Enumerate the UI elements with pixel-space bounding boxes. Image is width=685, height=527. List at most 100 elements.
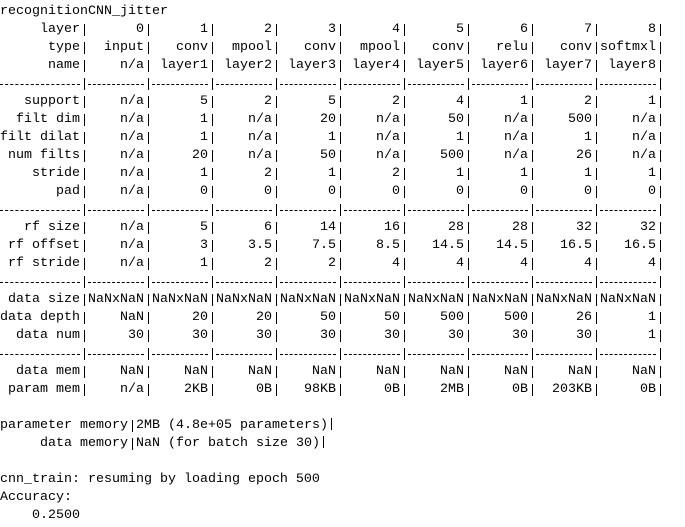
cell: 1 (280, 165, 344, 183)
cell: 4 (344, 21, 408, 39)
cell: 7 (536, 21, 600, 39)
cell: 0 (216, 183, 280, 201)
separator (536, 273, 600, 291)
cell: n/a (88, 129, 152, 147)
table-row: param mem n/a 2KB 0B 98KB 0B 2MB 0B 203KB 0B (0, 381, 664, 399)
separator (344, 273, 408, 291)
cell: 1 (408, 129, 472, 147)
separator (280, 273, 344, 291)
table-row: rf stride n/a 1 2 2 4 4 4 4 4 (0, 255, 664, 273)
table-row: data num 30 30 30 30 30 30 30 30 1 (0, 327, 664, 345)
cell: conv (280, 39, 344, 57)
separator (344, 75, 408, 93)
cell: 4 (536, 255, 600, 273)
cell: 2 (216, 21, 280, 39)
cell: 16 (344, 219, 408, 237)
cell: 1 (152, 111, 216, 129)
cell: 1 (408, 165, 472, 183)
separator (536, 345, 600, 363)
separator (88, 345, 152, 363)
cell: NaNxNaN (472, 291, 536, 309)
cell: 32 (600, 219, 664, 237)
cell: 2 (216, 255, 280, 273)
log-line: cnn_train: resuming by loading epoch 500 (0, 472, 320, 487)
cell: NaNxNaN (408, 291, 472, 309)
cell: mpool (344, 39, 408, 57)
cell: 1 (600, 165, 664, 183)
summary-label: data memory (0, 435, 136, 453)
separator-row (0, 75, 664, 93)
cell: 500 (536, 111, 600, 129)
cell: 0 (280, 183, 344, 201)
table-row: filt dim n/a 1 n/a 20 n/a 50 n/a 500 n/a (0, 111, 664, 129)
cell: 4 (344, 255, 408, 273)
cell: 30 (88, 327, 152, 345)
summary-value: 2MB (4.8e+05 parameters) (136, 417, 332, 435)
cell: n/a (472, 111, 536, 129)
separator (216, 273, 280, 291)
row-label: num filts (0, 147, 88, 165)
cell: n/a (600, 129, 664, 147)
cell: 50 (408, 111, 472, 129)
cell: 1 (152, 255, 216, 273)
separator (152, 201, 216, 219)
cell: NaNxNaN (280, 291, 344, 309)
cell: n/a (472, 147, 536, 165)
cell: n/a (216, 111, 280, 129)
separator (0, 345, 88, 363)
cell: 8 (600, 21, 664, 39)
row-label: data depth (0, 309, 88, 327)
table-row: rf offset n/a 3 3.5 7.5 8.5 14.5 14.5 16.5 16.5 (0, 237, 664, 255)
cell: 28 (472, 219, 536, 237)
separator (88, 75, 152, 93)
cell: 2 (216, 165, 280, 183)
cell: n/a (88, 111, 152, 129)
cell: 5 (408, 21, 472, 39)
row-label: pad (0, 183, 88, 201)
cell: n/a (88, 219, 152, 237)
separator (88, 201, 152, 219)
cell: n/a (88, 237, 152, 255)
row-label: stride (0, 165, 88, 183)
cell: NaN (152, 363, 216, 381)
cell: 30 (536, 327, 600, 345)
cell: NaN (536, 363, 600, 381)
separator (216, 345, 280, 363)
cell: 2 (216, 93, 280, 111)
cell: NaNxNaN (88, 291, 152, 309)
separator (472, 201, 536, 219)
cell: 1 (600, 309, 664, 327)
blank-line (0, 453, 664, 471)
cell: 2 (344, 165, 408, 183)
cell: 1 (472, 93, 536, 111)
cell: conv (536, 39, 600, 57)
cell: 16.5 (536, 237, 600, 255)
separator (88, 273, 152, 291)
cell: 28 (408, 219, 472, 237)
separator (0, 273, 88, 291)
cell: n/a (344, 111, 408, 129)
cell: 14.5 (408, 237, 472, 255)
cell: 14.5 (472, 237, 536, 255)
cell: 98KB (280, 381, 344, 399)
cell: 0B (344, 381, 408, 399)
separator (472, 273, 536, 291)
cell: NaNxNaN (344, 291, 408, 309)
cell: n/a (344, 129, 408, 147)
separator (0, 75, 88, 93)
cell: layer5 (408, 57, 472, 75)
cell: NaNxNaN (536, 291, 600, 309)
table-row: data size NaNxNaN NaNxNaN NaNxNaN NaNxNaN NaN… (0, 291, 664, 309)
summary-value: NaN (for batch size 30) (136, 435, 324, 453)
separator (600, 345, 664, 363)
cell: 0 (472, 183, 536, 201)
table-row: rf size n/a 5 6 14 16 28 28 32 32 (0, 219, 664, 237)
cell: 1 (536, 129, 600, 147)
separator (408, 75, 472, 93)
cell: 1 (536, 165, 600, 183)
cell: NaN (88, 309, 152, 327)
cell: 8.5 (344, 237, 408, 255)
table-row: pad n/a 0 0 0 0 0 0 0 0 (0, 183, 664, 201)
table-row: layer 0 1 2 3 4 5 6 7 8 (0, 21, 664, 39)
cell: 0 (344, 183, 408, 201)
